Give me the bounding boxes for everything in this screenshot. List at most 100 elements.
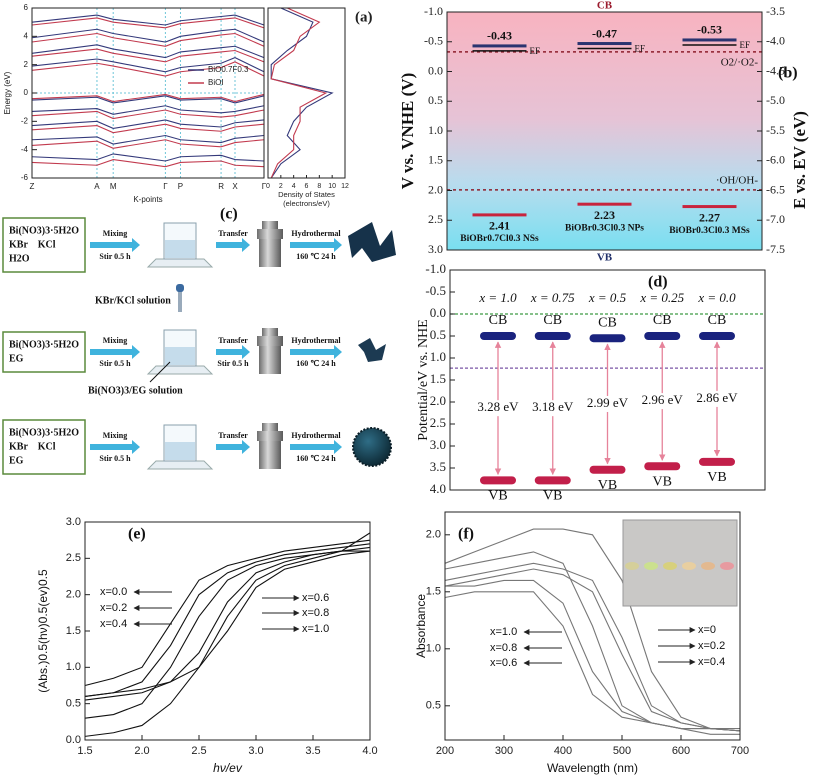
reagent: H2O: [9, 253, 30, 264]
cb-bar: [480, 332, 516, 340]
gap-label: 2.96 eV: [642, 392, 684, 407]
band-line: [31, 134, 265, 145]
reference-label: ·OH/OH-: [716, 174, 758, 186]
category-label: x = 0.5: [588, 290, 627, 305]
x-tick-label: Γ: [163, 182, 168, 191]
series-line: [84, 532, 371, 737]
gap-label-bg: [579, 395, 636, 412]
x-tick-label: 3.5: [305, 745, 320, 757]
y-tick-label: 2.5: [430, 415, 446, 430]
y-tick-label: -6.5: [766, 182, 785, 196]
band-line: [31, 153, 265, 162]
y-tick-label: -4.0: [766, 34, 785, 48]
vb-bar: [577, 202, 632, 206]
vb-label: VB: [707, 470, 726, 485]
scale-base: [146, 258, 214, 268]
reagent: KBr KCl: [9, 239, 56, 250]
reagent-box: [2, 331, 86, 373]
x-tick-label: 400: [554, 745, 572, 757]
panel-label: (e): [128, 526, 146, 543]
y-tick-label: 0.0: [428, 63, 443, 77]
band-line: [31, 56, 265, 73]
axis-title: E vs. EV (eV): [790, 111, 809, 209]
step-label: Transfer: [218, 431, 248, 440]
beaker-liquid: [165, 442, 195, 460]
series-label: x=0: [698, 624, 716, 636]
cb-bar: [589, 334, 626, 343]
cb-title: CB: [597, 0, 613, 12]
axis-title: Energy (eV): [3, 71, 12, 114]
y-tick-label: -4.5: [766, 63, 785, 77]
series-line: [84, 543, 371, 697]
series-label: x=1.0: [302, 623, 329, 635]
y-tick-label: 0.0: [430, 305, 446, 320]
reagent-box: [2, 217, 86, 273]
y-tick-label: 1.5: [426, 586, 441, 598]
vb-label: VB: [653, 474, 672, 489]
series-label: x=0.2: [698, 640, 725, 652]
autoclave-lid: [262, 221, 278, 229]
vb-title: VB: [597, 252, 613, 264]
plot-frame: [444, 511, 741, 741]
inset-sample: [720, 562, 734, 570]
autoclave-body: [259, 346, 281, 374]
scale-base: [146, 460, 214, 470]
x-tick-label: 500: [613, 745, 631, 757]
process-arrow: [90, 440, 140, 454]
y-tick-label: 0.5: [428, 93, 443, 107]
gap-label: 3.28 eV: [477, 399, 519, 414]
series-line: [84, 550, 370, 701]
y-tick-label: -0.5: [425, 283, 446, 298]
autoclave-top: [257, 431, 283, 441]
dropper: [178, 290, 182, 312]
y-tick-label: 1.5: [66, 625, 81, 637]
fermi-label: EF: [740, 40, 751, 50]
cb-label: CB: [598, 315, 617, 330]
cb-bar: [699, 332, 735, 340]
category-label: BiOBr0.7Cl0.3 NSs: [460, 234, 539, 244]
vb-value: 2.41: [489, 219, 510, 233]
y-tick-label: -2: [21, 116, 29, 125]
axis-title: K-points: [133, 195, 162, 204]
y-tick-label: -7.5: [766, 242, 785, 256]
cb-bar: [644, 332, 681, 340]
band-line: [31, 28, 265, 43]
process-arrow: [216, 440, 250, 454]
band-line: [31, 32, 265, 47]
reagent: Bi(NO3)3·5H2O: [9, 225, 79, 236]
band-line: [31, 159, 265, 168]
band-line: [31, 105, 265, 115]
vb-label: VB: [543, 489, 562, 504]
note-leader: [149, 361, 171, 383]
panel-label: (f): [458, 526, 474, 543]
axis-title: hν/ev: [213, 761, 243, 775]
cb-label: CB: [489, 313, 508, 328]
band-line: [31, 17, 265, 29]
process-arrow: [290, 440, 342, 454]
step-label: Transfer: [218, 336, 248, 345]
y-tick-label: 3.5: [430, 459, 446, 474]
y-tick-label: 2.0: [66, 589, 81, 601]
vb-bar: [472, 213, 527, 217]
vb-label: VB: [598, 478, 617, 493]
x-tick-label: Z: [30, 182, 35, 191]
y-tick-label: 0: [24, 88, 29, 97]
axis-title: V vs. VNHE (V): [398, 73, 417, 190]
series-label: x=1.0: [490, 626, 517, 638]
cb-label: CB: [543, 313, 562, 328]
legend-label: BiOI: [208, 78, 224, 87]
y-tick-label: 1.5: [430, 371, 446, 386]
y-tick-label: -4: [21, 145, 29, 154]
autoclave-lid: [262, 328, 278, 336]
y-tick-label: 2.5: [428, 212, 443, 226]
cb-value: -0.47: [592, 26, 617, 40]
fermi-label: EF: [530, 46, 541, 56]
series-label: x=0.6: [302, 592, 329, 604]
vb-value: 2.27: [699, 210, 720, 224]
panel-label: (a): [355, 9, 373, 25]
x-tick-label: 4: [292, 183, 296, 190]
y-tick-label: -5.0: [766, 93, 785, 107]
process-arrow: [216, 345, 250, 359]
